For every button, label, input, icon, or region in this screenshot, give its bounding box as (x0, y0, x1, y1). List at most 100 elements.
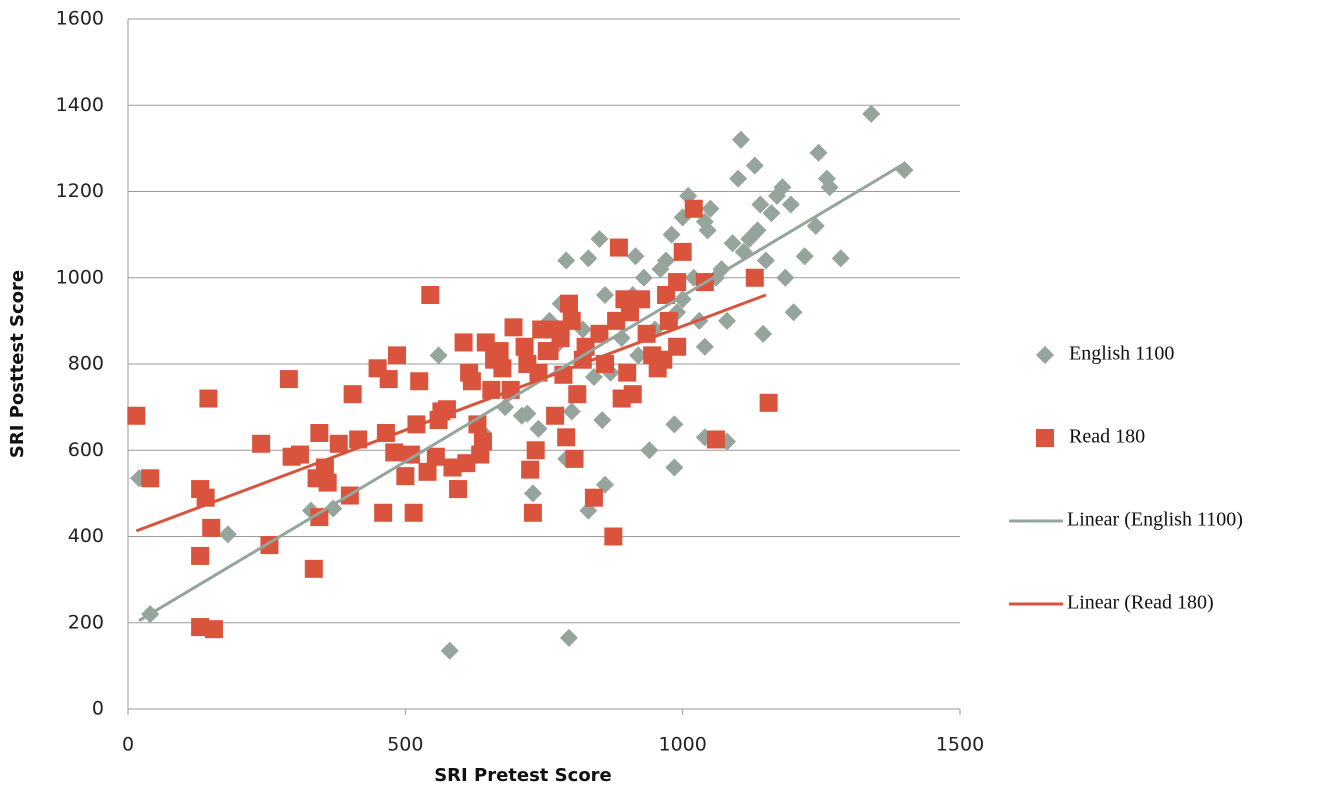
point (324, 499, 343, 518)
point (457, 454, 476, 473)
point (729, 169, 748, 188)
point (496, 398, 515, 417)
point (745, 156, 764, 175)
point (504, 318, 523, 337)
point (218, 525, 237, 544)
point (476, 333, 495, 352)
point (374, 503, 393, 522)
point (659, 311, 678, 330)
point (809, 143, 828, 162)
point (701, 199, 720, 218)
point (443, 458, 462, 477)
point (862, 104, 881, 123)
point (515, 337, 534, 356)
point (584, 488, 603, 507)
point (596, 355, 615, 373)
point (199, 389, 218, 408)
y-axis-title: SRI Posttest Score (7, 270, 28, 458)
point (329, 434, 348, 453)
point (684, 199, 703, 218)
y-tick-label: 1400 (56, 94, 104, 116)
point (318, 473, 337, 492)
point (421, 286, 440, 304)
point (604, 527, 623, 546)
y-tick-label: 400 (68, 525, 104, 547)
point (662, 225, 681, 244)
point (706, 430, 725, 449)
point (756, 251, 775, 270)
point (127, 406, 146, 425)
point (665, 415, 684, 434)
y-tick-label: 1000 (56, 266, 104, 288)
point (754, 324, 773, 343)
point (695, 337, 714, 356)
point (290, 445, 309, 464)
point (202, 518, 221, 537)
point (401, 445, 420, 464)
point (385, 443, 404, 462)
point (379, 370, 398, 389)
point (141, 469, 160, 488)
point (632, 290, 651, 309)
point (482, 380, 501, 399)
point (773, 178, 792, 197)
trend-line (138, 162, 906, 622)
point (745, 268, 764, 287)
point (751, 195, 770, 214)
point (776, 268, 795, 287)
y-tick-label: 1600 (56, 8, 104, 30)
legend-swatch (1036, 346, 1054, 364)
point (712, 260, 731, 279)
point (473, 432, 492, 451)
point (579, 249, 598, 268)
y-tick-label: 0 (92, 698, 104, 720)
point (590, 324, 609, 343)
point (557, 428, 576, 447)
point (748, 221, 767, 240)
point (657, 251, 676, 270)
legend-label: English 1100 (1069, 343, 1174, 365)
x-tick-label: 1500 (936, 734, 984, 756)
point (795, 247, 814, 266)
point (806, 217, 825, 235)
point (410, 372, 429, 391)
point (396, 467, 415, 486)
point (665, 458, 684, 477)
point (568, 385, 587, 404)
point (404, 503, 423, 522)
point (618, 363, 637, 382)
y-tick-label: 200 (68, 611, 104, 633)
point (559, 294, 578, 313)
point (640, 441, 659, 460)
legend-swatch (1036, 429, 1054, 447)
point (310, 508, 329, 527)
point (593, 411, 612, 430)
point (191, 618, 210, 637)
point (762, 204, 781, 223)
point (191, 546, 210, 565)
point (279, 370, 298, 389)
point (523, 503, 542, 522)
point (820, 178, 839, 197)
point (781, 195, 800, 214)
point (609, 238, 628, 257)
point (607, 311, 626, 330)
point (590, 229, 609, 248)
trend-line (135, 293, 767, 533)
point (596, 286, 615, 304)
point (440, 641, 459, 660)
point (349, 430, 368, 449)
point (565, 449, 584, 468)
y-tick-label: 800 (68, 353, 104, 375)
point (562, 402, 581, 421)
point (654, 350, 673, 369)
point (418, 462, 437, 481)
point (562, 311, 581, 330)
point (634, 268, 653, 287)
point (454, 333, 473, 352)
point (668, 337, 687, 356)
x-tick-label: 500 (387, 734, 423, 756)
point (723, 234, 742, 253)
point (252, 434, 271, 453)
